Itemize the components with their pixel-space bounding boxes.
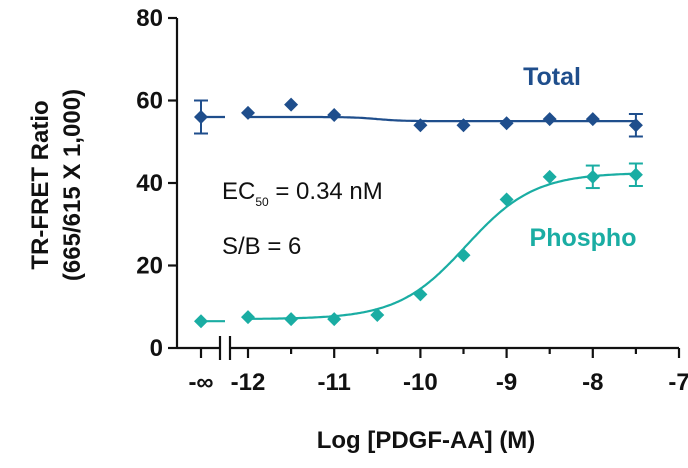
y-tick-label: 40 xyxy=(136,170,163,197)
data-point-total xyxy=(284,97,299,112)
fit-curve-total xyxy=(248,115,635,123)
ec50-annotation: EC50 = 0.34 nM xyxy=(222,178,383,209)
x-axis-title: Log [PDGF-AA] (M) xyxy=(317,427,536,454)
data-point-total xyxy=(241,105,255,120)
data-point-phospho xyxy=(284,312,299,327)
data-point-total xyxy=(327,107,342,122)
data-point-phospho xyxy=(456,248,471,263)
data-point-phospho xyxy=(499,192,514,207)
ec50-subscript: 50 xyxy=(255,195,269,209)
baseline-point-phospho xyxy=(194,314,208,329)
series-label-phospho: Phospho xyxy=(530,224,637,252)
data-point-total xyxy=(628,118,643,133)
y-tick-label: 60 xyxy=(136,88,163,115)
data-point-phospho xyxy=(370,308,385,322)
x-tick-label: -7 xyxy=(668,369,688,396)
x-tick-label: -10 xyxy=(403,369,438,396)
data-point-phospho xyxy=(413,287,428,302)
data-point-phospho xyxy=(585,169,600,184)
x-tick-label: -11 xyxy=(318,369,351,396)
baseline-point-total xyxy=(194,110,208,124)
ec50-text: EC xyxy=(222,178,255,205)
x-tick-label: -12 xyxy=(231,369,266,396)
ec50-value: = 0.34 nM xyxy=(269,178,383,205)
data-point-phospho xyxy=(542,169,557,184)
y-axis-title-line-2: (665/615 X 1,000) xyxy=(59,89,86,281)
y-tick-label: 80 xyxy=(136,5,163,32)
tick-marks: 0 20 40 60 80 -∞ -12 -11 -10 -9 -8 -7 xyxy=(136,5,688,396)
data-point-total xyxy=(413,118,428,133)
y-axis-title-line-1: TR-FRET Ratio xyxy=(27,100,54,269)
fit-curves xyxy=(195,115,635,323)
data-point-phospho xyxy=(628,167,643,182)
data-point-total xyxy=(585,112,600,127)
series-label-total: Total xyxy=(523,63,581,91)
data-point-total xyxy=(499,116,514,131)
fit-curve-phospho xyxy=(248,172,635,320)
x-tick-label: -8 xyxy=(582,369,603,396)
data-point-total xyxy=(542,112,557,127)
data-point-phospho xyxy=(241,310,255,325)
y-tick-label: 0 xyxy=(150,335,163,362)
y-tick-label: 20 xyxy=(136,253,163,280)
data-point-phospho xyxy=(327,312,342,327)
sb-annotation: S/B = 6 xyxy=(222,233,301,260)
x-tick-label: -9 xyxy=(496,369,517,396)
data-points xyxy=(194,97,643,329)
x-tick-label-neg-infinity: -∞ xyxy=(188,369,213,396)
data-point-total xyxy=(456,118,471,133)
